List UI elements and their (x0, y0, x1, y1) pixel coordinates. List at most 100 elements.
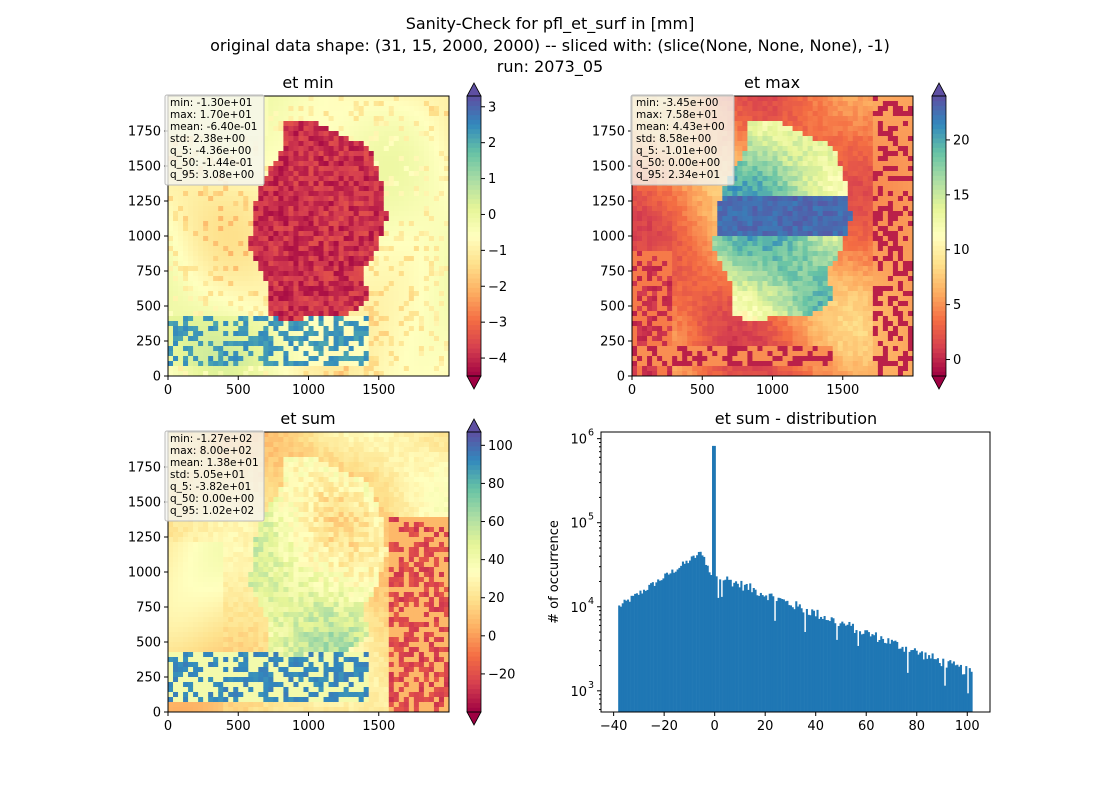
heatmap-cell (328, 326, 334, 332)
heatmap-cell (732, 351, 738, 357)
heatmap-cell (288, 286, 294, 292)
heatmap-cell (747, 166, 753, 172)
heatmap-cell (677, 326, 683, 332)
heatmap-cell (677, 256, 683, 262)
heatmap-cell (348, 236, 355, 242)
heatmap-cell (343, 106, 350, 112)
heatmap-cell (762, 226, 768, 232)
colorbar-segment (467, 138, 481, 144)
heatmap-cell (732, 141, 738, 147)
heatmap-cell (283, 241, 289, 247)
heatmap-cell (438, 176, 445, 182)
heatmap-cell (323, 176, 329, 182)
heatmap-cell (203, 321, 209, 327)
heatmap-cell (368, 136, 375, 142)
heatmap-cell (193, 281, 199, 287)
heatmap-cell (178, 201, 184, 207)
heatmap-cell (293, 211, 299, 217)
heatmap-cell (298, 276, 304, 282)
heatmap-cell (637, 251, 643, 257)
heatmap-cell (702, 201, 708, 207)
heatmap-cell (263, 231, 269, 237)
heatmap-cell (428, 301, 435, 307)
heatmap-cell (747, 96, 753, 102)
heatmap-cell (408, 96, 415, 102)
heatmap-cell (428, 111, 435, 117)
heatmap-cell (383, 116, 390, 122)
heatmap-cell (373, 131, 380, 137)
heatmap-cell (423, 181, 430, 187)
heatmap-cell (413, 371, 420, 377)
heatmap-cell (752, 226, 758, 232)
heatmap-cell (318, 96, 324, 102)
heatmap-cell (338, 121, 345, 127)
heatmap-cell (433, 176, 440, 182)
heatmap-cell (303, 226, 309, 232)
heatmap-cell (313, 276, 319, 282)
heatmap-cell (348, 106, 355, 112)
heatmap-cell (263, 346, 269, 352)
heatmap-cell (717, 221, 723, 227)
heatmap-cell (747, 176, 753, 182)
heatmap-cell (732, 261, 738, 267)
heatmap-cell (632, 336, 638, 342)
heatmap-cell (173, 266, 179, 272)
heatmap-cell (383, 306, 390, 312)
heatmap-cell (732, 226, 738, 232)
heatmap-cell (722, 356, 728, 362)
heatmap-cell (238, 196, 244, 202)
heatmap-cell (388, 221, 395, 227)
heatmap-cell (423, 161, 430, 167)
heatmap-cell (198, 236, 204, 242)
heatmap-cell (378, 126, 385, 132)
heatmap-cell (682, 351, 688, 357)
heatmap-cell (278, 221, 284, 227)
heatmap-cell (388, 246, 395, 252)
heatmap-cell (423, 101, 430, 107)
heatmap-cell (702, 331, 708, 337)
heatmap-cell (662, 321, 668, 327)
heatmap-cell (637, 191, 643, 197)
heatmap-cell (298, 256, 304, 262)
heatmap-cell (238, 281, 244, 287)
heatmap-cell (423, 196, 430, 202)
heatmap-cell (228, 221, 234, 227)
heatmap-cell (213, 241, 219, 247)
heatmap-cell (328, 176, 334, 182)
heatmap-cell (662, 326, 668, 332)
heatmap-cell (343, 126, 350, 132)
heatmap-cell (393, 301, 400, 307)
heatmap-cell (777, 111, 783, 117)
heatmap-cell (722, 266, 728, 272)
heatmap-cell (757, 346, 763, 352)
heatmap-cell (632, 271, 638, 277)
heatmap-cell (228, 191, 234, 197)
heatmap-cell (283, 321, 289, 327)
heatmap-cell (413, 341, 420, 347)
heatmap-cell (692, 371, 698, 377)
heatmap-cell (428, 346, 435, 352)
heatmap-cell (318, 111, 324, 117)
heatmap-cell (393, 206, 400, 212)
heatmap-cell (677, 211, 683, 217)
heatmap-cell (433, 216, 440, 222)
heatmap-cell (178, 261, 184, 267)
heatmap-cell (378, 286, 385, 292)
heatmap-cell (213, 296, 219, 302)
heatmap-cell (273, 151, 279, 157)
heatmap-cell (717, 246, 723, 252)
heatmap-cell (438, 261, 445, 267)
heatmap-cell (747, 321, 753, 327)
heatmap-cell (687, 281, 693, 287)
heatmap-cell (413, 146, 420, 152)
heatmap-cell (193, 236, 199, 242)
heatmap-cell (203, 276, 209, 282)
heatmap-cell (198, 361, 204, 367)
heatmap-cell (218, 286, 224, 292)
heatmap-cell (323, 281, 329, 287)
heatmap-cell (642, 336, 648, 342)
heatmap-cell (747, 156, 753, 162)
heatmap-cell (687, 186, 693, 192)
heatmap-cell (418, 161, 425, 167)
heatmap-cell (707, 256, 713, 262)
